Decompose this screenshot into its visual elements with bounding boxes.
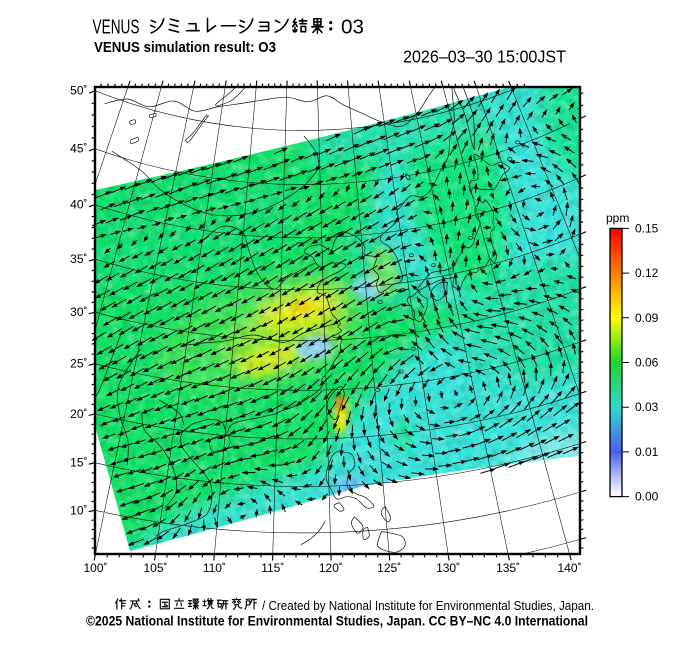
svg-text:135˚: 135˚: [496, 561, 520, 575]
svg-text:110˚: 110˚: [203, 561, 226, 575]
svg-text:105˚: 105˚: [143, 561, 167, 575]
svg-text:VENUS simulation result: O3: VENUS simulation result: O3: [94, 40, 276, 56]
svg-text:40˚: 40˚: [70, 198, 87, 212]
svg-text:15˚: 15˚: [70, 456, 87, 470]
svg-text:0.06: 0.06: [635, 356, 659, 370]
svg-text:100˚: 100˚: [83, 561, 107, 575]
svg-text:25˚: 25˚: [70, 357, 87, 371]
svg-text:2026–03–30 15:00JST: 2026–03–30 15:00JST: [403, 47, 566, 67]
svg-text:0.03: 0.03: [635, 400, 659, 414]
svg-text:30˚: 30˚: [70, 305, 87, 319]
svg-text:130˚: 130˚: [436, 561, 460, 575]
svg-text:45˚: 45˚: [70, 142, 87, 156]
svg-text:35˚: 35˚: [70, 252, 87, 266]
svg-text:120˚: 120˚: [319, 561, 343, 575]
svg-text:ppm: ppm: [606, 211, 629, 225]
svg-text:50˚: 50˚: [70, 84, 87, 98]
svg-text:125˚: 125˚: [377, 561, 401, 575]
svg-text:©2025 National Institute for E: ©2025 National Institute for Environment…: [86, 614, 588, 629]
svg-text:115˚: 115˚: [261, 561, 284, 575]
svg-text:20˚: 20˚: [70, 407, 87, 421]
svg-text:03: 03: [341, 17, 364, 39]
svg-text:0.15: 0.15: [635, 221, 659, 235]
svg-text:10˚: 10˚: [70, 503, 87, 517]
svg-text:0.09: 0.09: [635, 311, 659, 325]
svg-text:0.12: 0.12: [635, 266, 659, 280]
svg-text:0.00: 0.00: [635, 490, 659, 504]
svg-text:/ Created by National Institut: / Created by National Institute for Envi…: [262, 598, 594, 613]
svg-text:140˚: 140˚: [557, 561, 581, 575]
svg-text:VENUS: VENUS: [93, 17, 140, 39]
svg-text:0.01: 0.01: [635, 445, 659, 459]
